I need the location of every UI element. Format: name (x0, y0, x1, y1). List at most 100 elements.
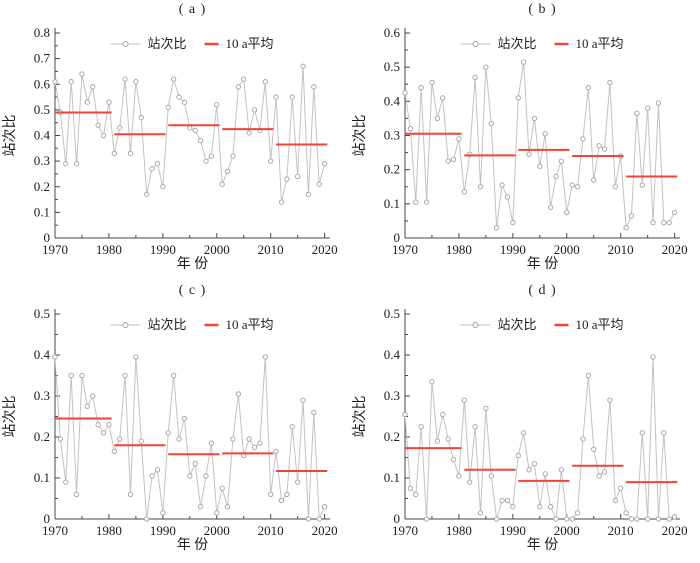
data-point (445, 158, 451, 164)
data-point (456, 136, 462, 142)
data-point (580, 436, 586, 442)
x-tick-label: 1970 (42, 242, 68, 257)
x-tick-label: 1970 (392, 242, 418, 257)
data-point (456, 473, 462, 479)
y-tick-label: 0.4 (34, 128, 51, 143)
data-point (434, 438, 441, 444)
y-tick-label: 0.3 (34, 153, 50, 168)
data-point (224, 168, 231, 175)
data-point (413, 491, 419, 498)
data-point (547, 204, 554, 210)
panel-d-chart: 0 0.1 0.2 0.3 0.4 0.5 1970 1980 1990 2000 2010 2020… (352, 306, 688, 553)
data-point (472, 74, 478, 81)
data-point (122, 372, 128, 379)
data-point (52, 354, 58, 360)
data-point (564, 209, 570, 216)
data-point (316, 516, 322, 522)
data-point (634, 110, 640, 116)
y-tick-label: 0.2 (384, 162, 400, 177)
data-point (402, 411, 408, 418)
y-tick-label: 0.3 (34, 388, 50, 403)
data-point (208, 440, 215, 446)
x-tick-label: 1980 (96, 242, 122, 257)
data-point (558, 158, 565, 164)
data-point (63, 161, 69, 167)
legend-series-label: 站次比 (498, 317, 537, 332)
data-point (520, 430, 527, 436)
data-point (612, 497, 618, 504)
y-tick-label: 0.1 (384, 196, 400, 211)
legend-mean-label: 10 a平均 (576, 36, 624, 51)
data-point (407, 126, 414, 132)
data-point (494, 225, 500, 231)
data-point (305, 516, 312, 522)
x-axis-label: 年 份 (177, 256, 209, 272)
data-point (133, 354, 139, 360)
data-point (434, 115, 441, 122)
y-tick-label: 0.2 (34, 429, 50, 444)
data-point (278, 497, 285, 504)
data-point (450, 156, 457, 163)
data-point (321, 504, 328, 510)
y-tick-label: 0.4 (384, 93, 401, 108)
data-point (655, 100, 662, 106)
data-point (569, 182, 575, 188)
data-point (273, 448, 279, 455)
data-point (278, 199, 285, 205)
data-point (321, 161, 328, 167)
data-point (160, 510, 166, 516)
data-point (79, 71, 85, 77)
data-point (515, 452, 521, 459)
data-point (241, 76, 247, 82)
data-point (618, 485, 624, 491)
data-point (57, 436, 64, 442)
x-tick-label: 2000 (554, 242, 580, 257)
data-point (144, 516, 150, 522)
data-point (224, 504, 231, 510)
data-point (650, 219, 656, 226)
y-tick-label: 0.7 (34, 51, 51, 66)
data-point (585, 85, 591, 91)
panel-c-title: ( c ) (178, 283, 207, 298)
data-point (531, 115, 538, 122)
x-tick-label: 1990 (500, 242, 526, 257)
panel-a-title: ( a ) (178, 2, 207, 17)
data-point (165, 104, 171, 110)
legend-series-marker (122, 41, 129, 47)
data-point (144, 191, 150, 198)
panel-c: ( c ) 0 0.1 0.2 0.3 0.4 0.5 1970 1980 1990 2000 20… (0, 281, 350, 563)
legend-series-label: 站次比 (498, 36, 537, 51)
data-point (289, 94, 295, 100)
y-axis-label: 站次比 (352, 396, 368, 438)
data-point (117, 125, 123, 131)
legend-series-label: 站次比 (148, 317, 187, 332)
data-point (655, 516, 662, 522)
data-point (499, 497, 505, 504)
data-point (90, 84, 96, 90)
x-tick-label: 2020 (662, 242, 688, 257)
data-point (569, 516, 575, 522)
data-point (246, 130, 252, 136)
data-point (423, 199, 430, 205)
data-point (165, 430, 171, 436)
data-point (477, 510, 484, 516)
data-point (122, 76, 128, 82)
x-tick-label: 1990 (500, 523, 526, 538)
data-point (418, 85, 424, 91)
series-line (404, 357, 675, 521)
data-point (214, 102, 220, 108)
series-line (54, 66, 326, 203)
data-point (542, 471, 548, 477)
x-tick-label: 1970 (392, 523, 418, 538)
data-point (461, 189, 467, 195)
data-point (52, 79, 58, 85)
panel-b: ( b ) 0 0.1 0.2 0.3 0.4 0.5 0.6 1970 1980 1990 200… (350, 0, 700, 282)
data-point (580, 136, 586, 142)
x-tick-label: 2020 (662, 523, 688, 538)
legend-series-marker (472, 322, 479, 328)
y-axis-label: 站次比 (2, 396, 18, 438)
data-point (510, 219, 516, 226)
data-point (214, 510, 220, 516)
data-point (311, 409, 317, 416)
